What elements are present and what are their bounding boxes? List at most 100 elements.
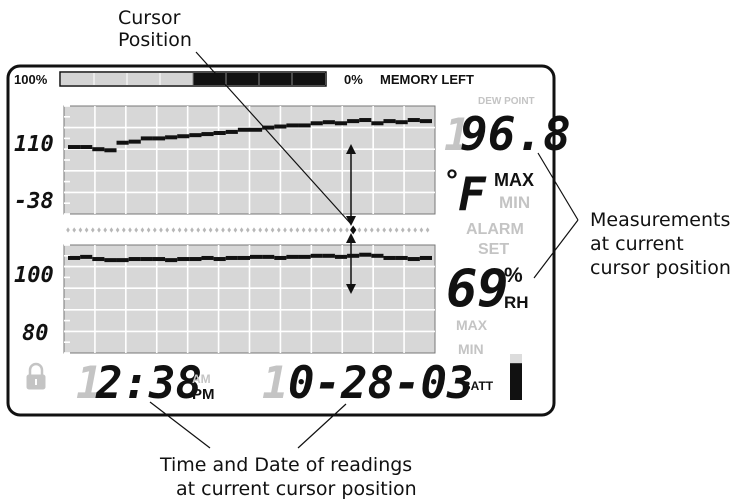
- track-diamond-icon: [345, 227, 349, 233]
- temperature-reading: 96.8: [460, 107, 571, 161]
- track-diamond-icon: [363, 227, 368, 233]
- trace-segment: [177, 134, 190, 139]
- trace-segment: [395, 255, 408, 260]
- track-diamond-icon: [382, 227, 387, 233]
- trace-segment: [298, 254, 311, 259]
- track-diamond-icon: [84, 227, 89, 233]
- track-diamond-icon: [183, 227, 188, 233]
- trace-segment: [359, 118, 372, 123]
- time-ghost-digit: 1: [76, 358, 103, 409]
- measure-callout-line3: cursor position: [590, 257, 731, 279]
- measure-callout-line2: at current: [590, 233, 684, 255]
- track-diamond-icon: [326, 227, 331, 233]
- track-diamond-icon: [90, 227, 95, 233]
- track-diamond-icon: [307, 227, 312, 233]
- trace-segment: [310, 121, 323, 126]
- track-diamond-icon: [376, 227, 380, 233]
- lock-icon: [26, 362, 46, 390]
- date-reading: 0-28-03: [288, 358, 473, 409]
- trace-segment: [322, 253, 335, 258]
- temperature-min-label: MIN: [499, 193, 530, 212]
- track-diamond-icon: [72, 227, 77, 233]
- track-diamond-icon: [171, 227, 176, 233]
- trace-segment: [128, 139, 141, 144]
- humidity-graph-grid: [64, 244, 435, 354]
- track-diamond-icon: [245, 227, 250, 233]
- track-diamond-icon: [425, 227, 430, 233]
- memory-full-label: 100%: [14, 72, 48, 87]
- trace-segment: [92, 257, 105, 262]
- battery-gauge-fill: [510, 363, 522, 400]
- trace-segment: [286, 123, 299, 128]
- cursor-callout-line2: Position: [118, 29, 192, 51]
- trace-segment: [140, 136, 153, 141]
- callout-leaders: [149, 51, 579, 449]
- track-diamond-icon: [407, 227, 411, 233]
- track-diamond-icon: [369, 227, 374, 233]
- trace-segment: [68, 255, 81, 260]
- cursor-diamond-icon: [350, 225, 357, 235]
- trace-segment: [310, 253, 323, 258]
- trace-segment: [152, 136, 166, 141]
- track-diamond-icon: [332, 227, 337, 233]
- trace-segment: [237, 127, 250, 132]
- trace-segment: [262, 125, 275, 130]
- memory-left-caption: MEMORY LEFT: [380, 72, 474, 87]
- track-diamond-icon: [196, 227, 201, 233]
- battery-label: BATT: [462, 379, 494, 393]
- trace-segment: [371, 253, 384, 258]
- trace-segment: [274, 124, 287, 129]
- humidity-axis-bottom: 80: [22, 321, 49, 346]
- temperature-axis-top: 110: [14, 132, 54, 157]
- track-diamond-icon: [115, 227, 120, 233]
- track-diamond-icon: [289, 227, 294, 233]
- trace-segment: [274, 255, 287, 260]
- track-diamond-icon: [419, 227, 424, 233]
- trace-segment: [225, 255, 238, 260]
- track-diamond-icon: [103, 227, 108, 233]
- track-diamond-icon: [394, 227, 399, 233]
- date-ghost-digit: 1: [262, 358, 289, 409]
- trace-segment: [347, 253, 360, 258]
- temperature-axis-bottom: -38: [14, 189, 54, 214]
- trace-segment: [371, 121, 384, 126]
- trace-segment: [250, 254, 263, 259]
- alarm-label: ALARM: [466, 221, 524, 238]
- track-diamond-icon: [190, 227, 194, 233]
- track-diamond-icon: [128, 227, 132, 233]
- trace-segment: [347, 119, 360, 124]
- cursor-track: [66, 225, 430, 235]
- track-diamond-icon: [252, 227, 256, 233]
- track-diamond-icon: [208, 227, 213, 233]
- trace-segment: [395, 120, 408, 125]
- alarm-set-label: SET: [478, 241, 509, 258]
- track-diamond-icon: [320, 227, 325, 233]
- trace-segment: [152, 257, 166, 262]
- track-diamond-icon: [66, 227, 70, 233]
- track-diamond-icon: [239, 227, 244, 233]
- trace-segment: [407, 118, 420, 123]
- track-diamond-icon: [276, 227, 281, 233]
- trace-segment: [128, 257, 141, 262]
- trace-segment: [383, 255, 396, 260]
- humidity-min-label: MIN: [458, 341, 484, 357]
- trace-segment: [165, 135, 178, 140]
- memory-bar: [59, 71, 327, 87]
- trace-segment: [80, 145, 93, 150]
- trace-segment: [334, 121, 348, 126]
- am-indicator: AM: [192, 372, 211, 386]
- track-diamond-icon: [388, 227, 393, 233]
- trace-segment: [80, 254, 93, 259]
- track-diamond-icon: [78, 227, 83, 233]
- cursor-callout-line1: Cursor: [118, 7, 181, 29]
- humidity-reading: 69: [446, 259, 509, 319]
- dew-point-label: DEW POINT: [478, 96, 535, 107]
- memory-empty-label: 0%: [344, 72, 363, 87]
- track-diamond-icon: [338, 227, 343, 233]
- trace-segment: [334, 254, 348, 259]
- track-diamond-icon: [400, 227, 405, 233]
- trace-segment: [104, 258, 117, 263]
- track-diamond-icon: [214, 227, 219, 233]
- trace-segment: [237, 255, 250, 260]
